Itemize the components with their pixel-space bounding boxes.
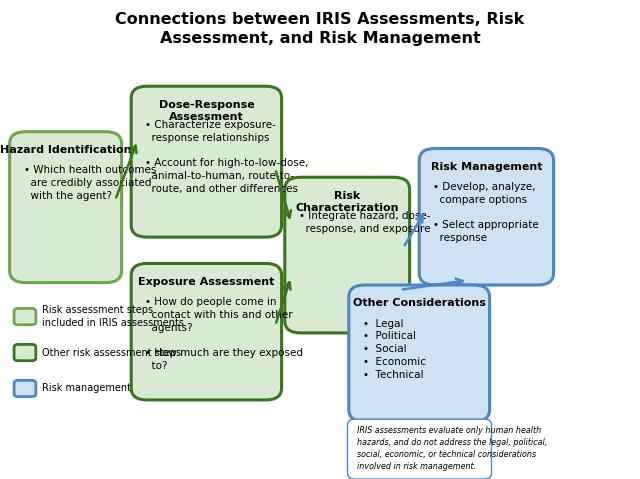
Text: • Characterize exposure-
  response relationships

• Account for high-to-low-dos: • Characterize exposure- response relati… <box>145 120 308 194</box>
Text: Risk Management: Risk Management <box>431 162 542 172</box>
Text: • Integrate hazard, dose-
  response, and exposure: • Integrate hazard, dose- response, and … <box>299 211 430 234</box>
FancyBboxPatch shape <box>348 419 492 479</box>
Text: Exposure Assessment: Exposure Assessment <box>138 277 275 287</box>
Text: Risk assessment steps
included in IRIS assessments: Risk assessment steps included in IRIS a… <box>42 306 184 328</box>
Text: Hazard Identification: Hazard Identification <box>0 145 131 155</box>
Text: • How do people come in
  contact with this and other
  agents?

• How much are : • How do people come in contact with thi… <box>145 297 303 371</box>
Text: Other risk assessment steps: Other risk assessment steps <box>42 348 180 357</box>
FancyBboxPatch shape <box>419 148 554 285</box>
Text: • Which health outcomes
  are credibly associated
  with the agent?: • Which health outcomes are credibly ass… <box>24 165 156 201</box>
FancyBboxPatch shape <box>10 132 122 283</box>
FancyBboxPatch shape <box>14 380 36 397</box>
Text: •  Legal
•  Political
•  Social
•  Economic
•  Technical: • Legal • Political • Social • Economic … <box>363 319 426 380</box>
Text: Risk management: Risk management <box>42 384 131 393</box>
Text: • Develop, analyze,
  compare options

• Select appropriate
  response: • Develop, analyze, compare options • Se… <box>433 182 539 243</box>
FancyBboxPatch shape <box>285 177 410 333</box>
FancyBboxPatch shape <box>349 285 490 422</box>
FancyBboxPatch shape <box>14 308 36 325</box>
FancyBboxPatch shape <box>131 86 282 237</box>
FancyBboxPatch shape <box>131 263 282 400</box>
Text: Connections between IRIS Assessments, Risk
Assessment, and Risk Management: Connections between IRIS Assessments, Ri… <box>115 12 525 46</box>
Text: Risk
Characterization: Risk Characterization <box>296 191 399 213</box>
Text: IRIS assessments evaluate only human health
hazards, and do not address the lega: IRIS assessments evaluate only human hea… <box>357 426 547 471</box>
Text: Dose-Response
Assessment: Dose-Response Assessment <box>159 100 254 122</box>
FancyBboxPatch shape <box>14 344 36 361</box>
Text: Other Considerations: Other Considerations <box>353 298 486 308</box>
